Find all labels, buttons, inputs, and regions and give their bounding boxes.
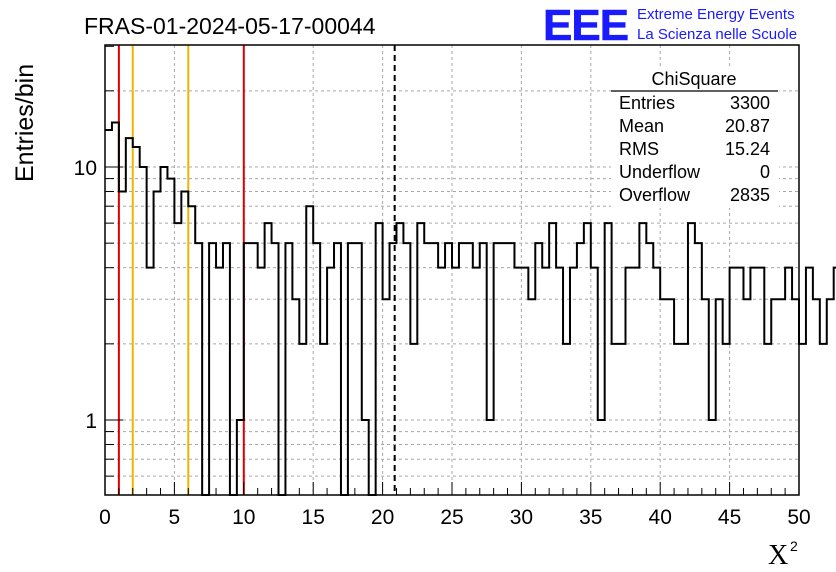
x-tick-labels: 0 5 10 15 20 25 30 35 40 45 50 xyxy=(99,506,811,529)
logo-line2: La Scienza nelle Scuole xyxy=(637,26,797,43)
reference-lines xyxy=(117,45,245,495)
stats-value: 20.87 xyxy=(725,116,770,136)
axes xyxy=(104,44,800,496)
x-tick-label: 45 xyxy=(718,506,741,529)
stats-label: Mean xyxy=(619,116,664,136)
stats-value: 0 xyxy=(760,162,770,182)
x-axis-label: X 2 xyxy=(768,538,798,571)
stats-label: Overflow xyxy=(619,185,691,205)
x-tick-label: 35 xyxy=(579,506,602,529)
y-tick-label: 1 xyxy=(85,410,97,433)
y-axis-label: Entries/bin xyxy=(11,64,39,182)
x-tick-label: 10 xyxy=(232,506,255,529)
stats-title: ChiSquare xyxy=(651,69,736,89)
x-tick-label: 40 xyxy=(649,506,672,529)
logo-text: EEE xyxy=(543,1,628,50)
y-tick-label: 10 xyxy=(74,157,97,180)
eee-logo: EEE Extreme Energy Events La Scienza nel… xyxy=(543,1,797,51)
chart-title: FRAS-01-2024-05-17-00044 xyxy=(84,13,376,39)
stats-value: 2835 xyxy=(730,185,770,205)
stats-label: Underflow xyxy=(619,162,701,182)
x-tick-label: 30 xyxy=(510,506,533,529)
logo-line1: Extreme Energy Events xyxy=(637,6,795,23)
stats-value: 3300 xyxy=(730,93,770,113)
x-tick-label: 5 xyxy=(169,506,181,529)
stats-value: 15.24 xyxy=(725,139,770,159)
x-tick-label: 15 xyxy=(302,506,325,529)
y-tick-labels: 1 10 xyxy=(74,157,97,433)
x-tick-label: 25 xyxy=(440,506,463,529)
x-tick-label: 0 xyxy=(99,506,111,529)
x-tick-label: 20 xyxy=(371,506,394,529)
stats-label: Entries xyxy=(619,93,675,113)
stats-label: RMS xyxy=(619,139,659,159)
x-axis-label-sup: 2 xyxy=(790,538,798,554)
stats-box: ChiSquare Entries 3300 Mean 20.87 RMS 15.24 Un… xyxy=(611,68,779,208)
histogram-series xyxy=(105,121,836,496)
x-tick-label: 50 xyxy=(787,506,810,529)
x-axis-label-text: X xyxy=(768,540,788,571)
